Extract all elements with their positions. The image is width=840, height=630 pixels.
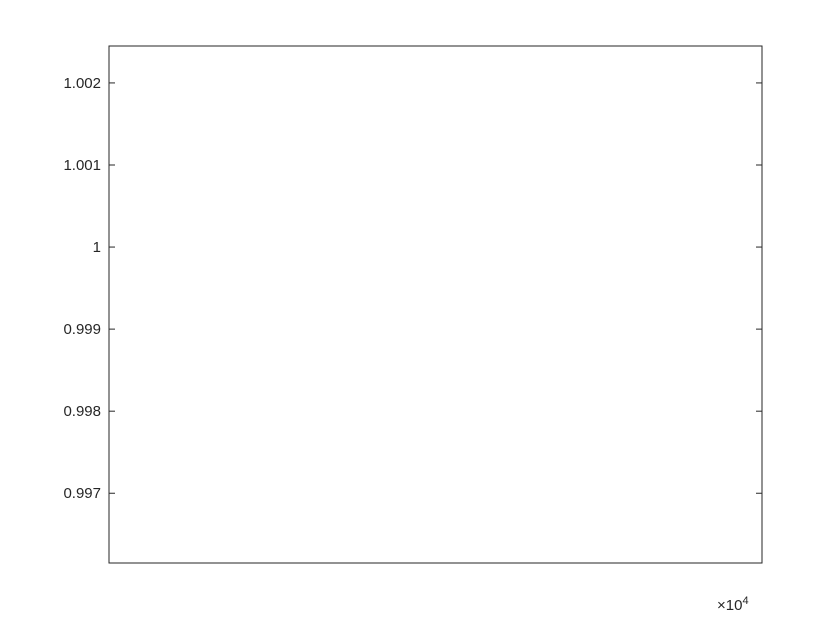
tick-layer: 1.0021.0041.0061.0081.010.9970.9980.9991… bbox=[63, 75, 101, 502]
y-tick-label: 0.999 bbox=[63, 321, 101, 338]
y-tick-label: 0.998 bbox=[63, 403, 101, 420]
y-tick-label: 1 bbox=[93, 239, 101, 256]
y-tick-label: 1.002 bbox=[63, 75, 101, 92]
axes-layer bbox=[109, 82, 762, 494]
x-exponent-superscript: 4 bbox=[742, 595, 748, 607]
plot-area bbox=[109, 46, 762, 563]
x-exponent-label: ×104 bbox=[717, 595, 749, 614]
y-tick-label: 1.001 bbox=[63, 157, 101, 174]
axes-box bbox=[108, 45, 763, 564]
y-tick-label: 0.997 bbox=[63, 485, 101, 502]
